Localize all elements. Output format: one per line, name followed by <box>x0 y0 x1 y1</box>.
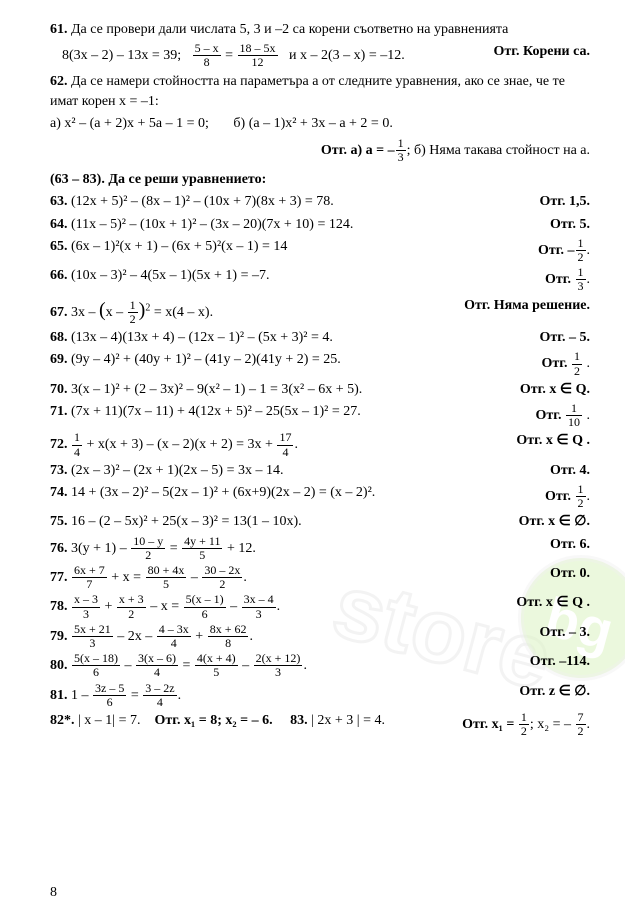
math-page: 61. Да се провери дали числата 5, 3 и –2… <box>0 0 625 760</box>
problem-63: 63. (12x + 5)² – (8x – 1)² – (10x + 7)(8… <box>50 192 590 212</box>
problem-76: 76. 3(y + 1) – 10 – y2 = 4y + 115 + 12. … <box>50 535 590 562</box>
problem-65: 65. (6x – 1)²(x + 1) – (6x + 5)²(x – 1) … <box>50 237 590 264</box>
ans-61: Отг. Корени са. <box>485 42 590 62</box>
q-label: 61. <box>50 22 68 37</box>
problem-73: 73. (2x – 3)² – (2x + 1)(2x – 5) = 3x – … <box>50 461 590 481</box>
page-number: 8 <box>50 885 57 901</box>
problem-66: 66. (10x – 3)² – 4(5x – 1)(5x + 1) = –7.… <box>50 266 590 293</box>
problem-62-eq: а) x² – (a + 2)x + 5a – 1 = 0; б) (a – 1… <box>50 114 590 134</box>
problem-70: 70. 3(x – 1)² + (2 – 3x)² – 9(x² – 1) – … <box>50 380 590 400</box>
problem-77: 77. 6x + 77 + x = 80 + 4x5 – 30 – 2x2. О… <box>50 564 590 591</box>
problem-78: 78. x – 33 + x + 32 – x = 5(x – 1)6 – 3x… <box>50 593 590 620</box>
problem-79: 79. 5x + 213 – 2x – 4 – 3x4 + 8x + 628. … <box>50 623 590 650</box>
problem-67: 67. 3x – (x – 12)2 = x(4 – x). Отг. Няма… <box>50 296 590 326</box>
problem-69: 69. (9y – 4)² + (40y + 1)² – (41y – 2)(4… <box>50 350 590 377</box>
problem-82-83: 82*. | x – 1| = 7. Отг. x₁ = 8; x₂ = – 6… <box>50 711 590 738</box>
problem-61-eq: 8(3x – 2) – 13x = 39; 5 – x8 = 18 – 5x12… <box>50 42 590 69</box>
problem-80: 80. 5(x – 18)6 – 3(x – 6)4 = 4(x + 4)5 –… <box>50 652 590 679</box>
problem-62: 62. Да се намери стойността на параметър… <box>50 72 590 113</box>
problem-64: 64. (11x – 5)² – (10x + 1)² – (3x – 20)(… <box>50 215 590 235</box>
problem-68: 68. (13x – 4)(13x + 4) – (12x – 1)² – (5… <box>50 328 590 348</box>
problem-75: 75. 16 – (2 – 5x)² + 25(x – 3)² = 13(1 –… <box>50 512 590 532</box>
header-63-83: (63 – 83). Да се реши уравнението: <box>50 170 590 190</box>
problem-81: 81. 1 – 3z – 56 = 3 – 2z4. Отг. z ∈ ∅. <box>50 682 590 709</box>
q-text: Да се провери дали числата 5, 3 и –2 са … <box>71 22 508 37</box>
problem-61: 61. Да се провери дали числата 5, 3 и –2… <box>50 20 590 40</box>
problem-74: 74. 14 + (3x – 2)² – 5(2x – 1)² + (6x+9)… <box>50 483 590 510</box>
problem-72: 72. 14 + x(x + 3) – (x – 2)(x + 2) = 3x … <box>50 431 590 458</box>
problem-71: 71. (7x + 11)(7x – 11) + 4(12x + 5)² – 2… <box>50 402 590 429</box>
